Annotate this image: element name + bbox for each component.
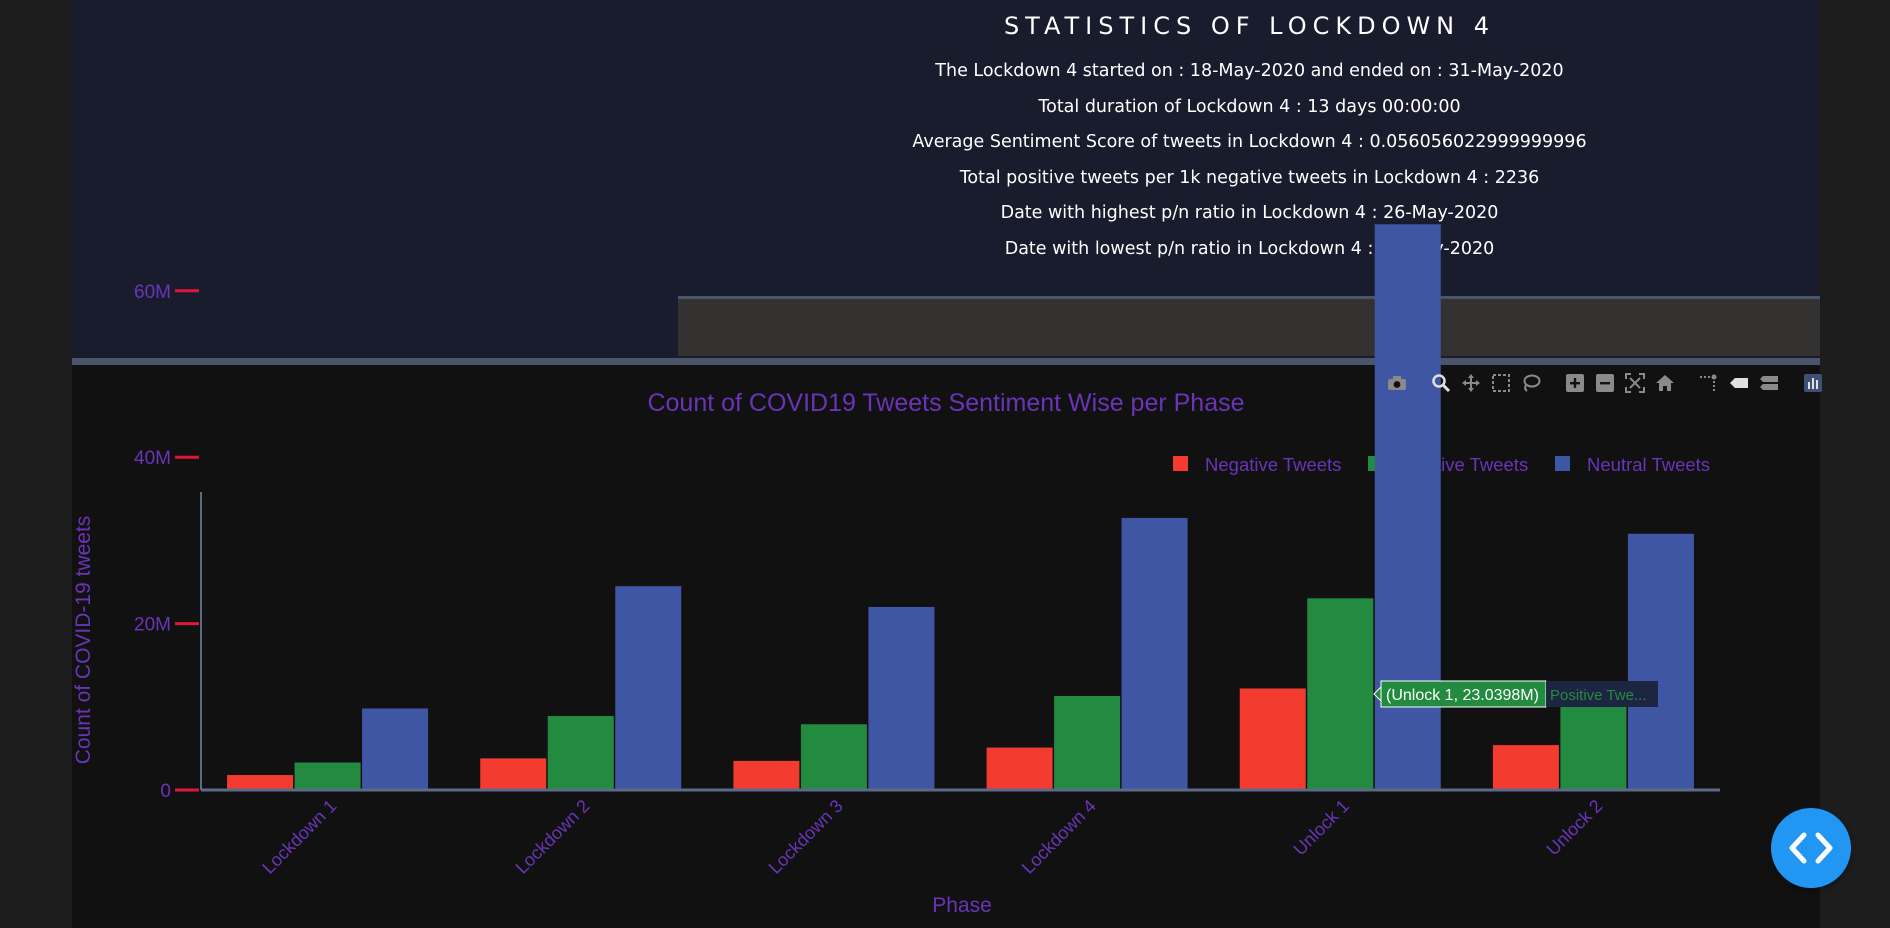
- bar-positive[interactable]: [1560, 702, 1627, 790]
- legend[interactable]: Negative Tweets Positive Tweets Neutral Tw…: [1173, 454, 1710, 475]
- tooltip-series-box: [1546, 681, 1658, 707]
- bar-positive[interactable]: [1054, 695, 1121, 790]
- lasso-icon[interactable]: [1520, 372, 1542, 394]
- stat-average-sentiment: Average Sentiment Score of tweets in Loc…: [912, 132, 1587, 152]
- bar-neutral[interactable]: [1627, 533, 1694, 790]
- pan-icon[interactable]: [1460, 372, 1482, 394]
- bar-negative[interactable]: [1492, 745, 1559, 790]
- bar-positive[interactable]: [547, 715, 614, 790]
- y-tick-label: 60M: [134, 282, 171, 303]
- stat-highest-ratio-date: Date with highest p/n ratio in Lockdown …: [1000, 203, 1499, 223]
- box-select-icon[interactable]: [1490, 372, 1512, 394]
- y-tick-label: 0: [160, 781, 171, 802]
- bar-negative[interactable]: [227, 775, 294, 790]
- bar-negative[interactable]: [733, 760, 800, 790]
- bar-positive[interactable]: [800, 724, 867, 790]
- legend-swatch: [1173, 456, 1188, 471]
- chart-panel: [72, 365, 1820, 928]
- spike-lines-icon[interactable]: [1698, 372, 1720, 394]
- y-tick-label: 20M: [134, 615, 171, 636]
- bar-positive[interactable]: [294, 762, 361, 790]
- x-axis: Lockdown 1 Lockdown 2 Lockdown 3 Lockdown 4…: [201, 788, 1720, 878]
- zoom-out-icon[interactable]: [1594, 372, 1616, 394]
- tooltip-value: (Unlock 1, 23.0398M): [1386, 687, 1539, 704]
- bar-negative[interactable]: [986, 747, 1053, 790]
- hover-closest-icon[interactable]: [1728, 372, 1750, 394]
- zoom-in-icon[interactable]: [1564, 372, 1586, 394]
- y-axis: 0 20M 40M 60M: [134, 282, 202, 802]
- stat-positive-per-1k: Total positive tweets per 1k negative tw…: [959, 167, 1540, 188]
- zoom-icon[interactable]: [1430, 372, 1452, 394]
- section-divider: [72, 358, 1820, 365]
- tooltip-box: [1380, 680, 1547, 708]
- legend-item[interactable]: Neutral Tweets: [1587, 454, 1710, 475]
- plotly-logo-icon[interactable]: [1802, 372, 1824, 394]
- stat-lowest-ratio-date: Date with lowest p/n ratio in Lockdown 4…: [1004, 238, 1495, 259]
- bar-neutral[interactable]: [362, 708, 429, 790]
- code-toggle-button[interactable]: [1771, 808, 1851, 888]
- bar-neutral[interactable]: [1121, 517, 1188, 790]
- bar-negative[interactable]: [480, 758, 547, 790]
- modebar: [1386, 370, 1832, 396]
- stat-duration: Total duration of Lockdown 4 : 13 days 0…: [1038, 96, 1461, 117]
- legend-item[interactable]: Negative Tweets: [1205, 454, 1341, 475]
- bar-positive[interactable]: [1307, 598, 1374, 790]
- y-axis-label: Count of COVID-19 tweets: [72, 516, 95, 765]
- chart-title: Count of COVID19 Tweets Sentiment Wise p…: [647, 389, 1244, 417]
- stat-date-range: The Lockdown 4 started on : 18-May-2020 …: [935, 61, 1564, 81]
- bar-neutral[interactable]: [868, 606, 935, 790]
- x-tick-label: Unlock 1: [1289, 796, 1353, 860]
- x-tick-label: Lockdown 2: [511, 796, 593, 878]
- legend-swatch: [1555, 456, 1570, 471]
- y-tick-label: 40M: [134, 448, 171, 469]
- camera-icon[interactable]: [1386, 372, 1408, 394]
- bar-negative[interactable]: [1239, 688, 1306, 790]
- hover-tooltip: (Unlock 1, 23.0398M) Positive Twe...: [1373, 680, 1658, 708]
- x-axis-label: Phase: [932, 894, 992, 917]
- autoscale-icon[interactable]: [1624, 372, 1646, 394]
- reset-axes-icon[interactable]: [1654, 372, 1676, 394]
- code-icon: [1789, 832, 1833, 864]
- x-tick-label: Unlock 2: [1543, 796, 1607, 860]
- stats-title: STATISTICS OF LOCKDOWN 4: [1003, 12, 1496, 40]
- x-tick-label: Lockdown 3: [765, 796, 847, 878]
- tooltip-series: Positive Twe...: [1550, 687, 1646, 704]
- bar-neutral[interactable]: [615, 586, 682, 790]
- stats-lines: The Lockdown 4 started on : 18-May-2020 …: [679, 54, 1820, 267]
- hover-compare-icon[interactable]: [1758, 372, 1780, 394]
- stats-box: STATISTICS OF LOCKDOWN 4 The Lockdown 4 …: [679, 0, 1820, 296]
- stats-footer: [678, 296, 1820, 356]
- x-tick-label: Lockdown 1: [258, 796, 340, 878]
- x-tick-label: Lockdown 4: [1018, 796, 1100, 878]
